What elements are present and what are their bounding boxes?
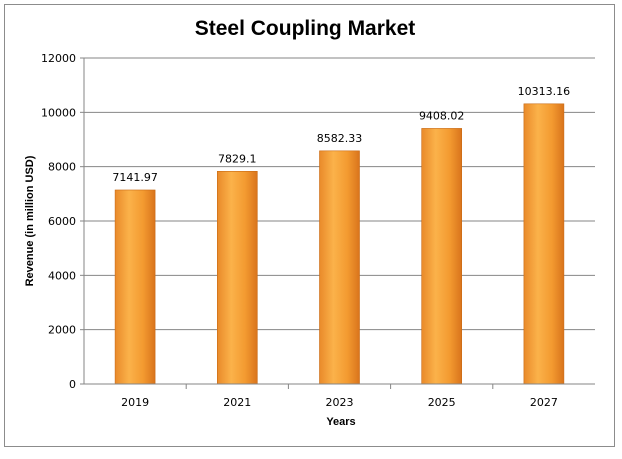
y-tick-label: 2000 xyxy=(48,324,76,337)
chart-title: Steel Coupling Market xyxy=(195,17,416,40)
gridlines xyxy=(84,57,595,331)
x-tick-label-2025: 2025 xyxy=(428,396,456,409)
data-labels: 7141.97 7829.1 8582.33 9408.02 10313.16 xyxy=(112,85,570,184)
bars xyxy=(114,103,565,385)
bar-2027 xyxy=(523,103,565,385)
y-tick-label: 0 xyxy=(69,378,76,391)
y-tick-label: 4000 xyxy=(48,269,76,282)
x-axis-title: Years xyxy=(326,416,355,428)
bar-2019 xyxy=(114,189,156,385)
x-tick-label-2023: 2023 xyxy=(326,396,354,409)
data-label-2025: 9408.02 xyxy=(419,109,465,122)
chart-frame xyxy=(4,4,615,447)
x-tick-label-2021: 2021 xyxy=(223,396,251,409)
data-label-2023: 8582.33 xyxy=(317,132,363,145)
y-axis-ticks: 0 2000 4000 6000 8000 10000 12000 xyxy=(41,52,84,391)
y-tick-label: 8000 xyxy=(48,161,76,174)
data-label-2021: 7829.1 xyxy=(218,152,257,165)
data-label-2019: 7141.97 xyxy=(112,171,158,184)
bar-2025 xyxy=(421,128,463,385)
x-tick-label-2019: 2019 xyxy=(121,396,149,409)
data-label-2027: 10313.16 xyxy=(518,85,571,98)
bar-2023 xyxy=(319,150,360,385)
y-axis-title: Revenue (in million USD) xyxy=(24,155,36,286)
y-tick-label: 6000 xyxy=(48,215,76,228)
bar-2021 xyxy=(217,171,258,385)
x-tick-label-2027: 2027 xyxy=(530,396,558,409)
y-tick-label: 10000 xyxy=(41,106,76,119)
y-tick-label: 12000 xyxy=(41,52,76,65)
x-axis-ticks: 2019 2021 2023 2025 2027 xyxy=(121,384,558,409)
